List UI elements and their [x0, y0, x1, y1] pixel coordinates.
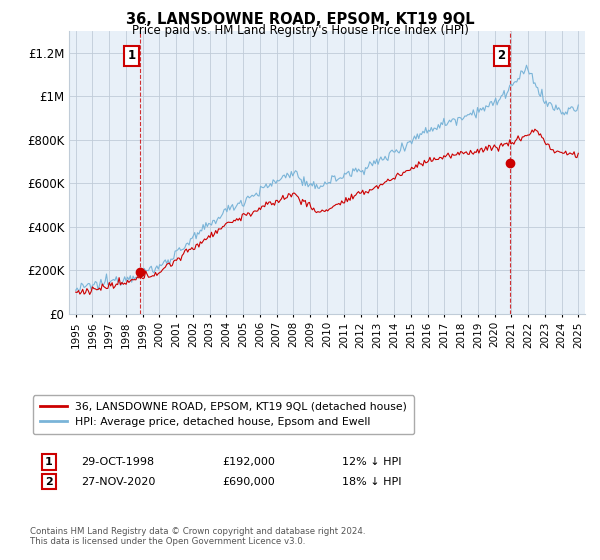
Text: 36, LANSDOWNE ROAD, EPSOM, KT19 9QL: 36, LANSDOWNE ROAD, EPSOM, KT19 9QL: [125, 12, 475, 27]
Text: 27-NOV-2020: 27-NOV-2020: [81, 477, 155, 487]
Text: 12% ↓ HPI: 12% ↓ HPI: [342, 457, 401, 467]
Text: Contains HM Land Registry data © Crown copyright and database right 2024.
This d: Contains HM Land Registry data © Crown c…: [30, 526, 365, 546]
Text: 18% ↓ HPI: 18% ↓ HPI: [342, 477, 401, 487]
Text: 2: 2: [45, 477, 53, 487]
Text: £690,000: £690,000: [222, 477, 275, 487]
Legend: 36, LANSDOWNE ROAD, EPSOM, KT19 9QL (detached house), HPI: Average price, detach: 36, LANSDOWNE ROAD, EPSOM, KT19 9QL (det…: [33, 395, 414, 434]
Text: 29-OCT-1998: 29-OCT-1998: [81, 457, 154, 467]
Text: 2: 2: [497, 49, 505, 62]
Text: £192,000: £192,000: [222, 457, 275, 467]
Text: Price paid vs. HM Land Registry's House Price Index (HPI): Price paid vs. HM Land Registry's House …: [131, 24, 469, 37]
Text: 1: 1: [127, 49, 136, 62]
Text: 1: 1: [45, 457, 53, 467]
